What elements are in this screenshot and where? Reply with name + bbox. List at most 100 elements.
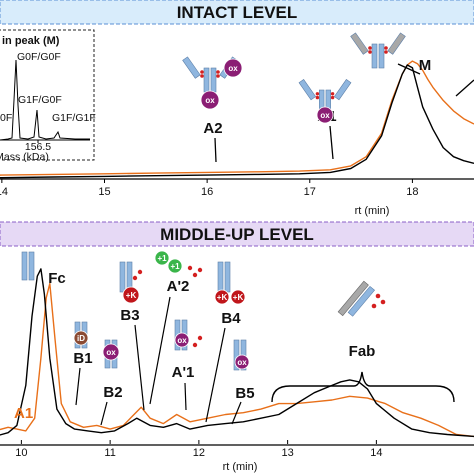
middle-tick-label: 13 (282, 447, 294, 459)
annotation-a-prime-1: A'1 (172, 364, 195, 381)
annotation-b4-arrow (205, 327, 226, 423)
intact-series-orange-line (0, 60, 474, 176)
middle-series-group (0, 268, 474, 438)
glycan-icon (368, 46, 372, 50)
glycan-icon (315, 95, 320, 100)
intact-tick-label: 15 (98, 186, 110, 198)
glycan-icon (192, 272, 198, 278)
fab-bracket (271, 371, 455, 403)
inset-label-0f: 0F (0, 112, 12, 124)
annotation-a-prime-1-arrow (184, 382, 187, 411)
glycan-icon (132, 275, 138, 281)
inset-x-label: Mass (kDa) (0, 151, 49, 163)
glycan-icon (368, 50, 372, 54)
antibody-icon (350, 32, 406, 69)
inset-label-g1f-g0f: G1F/G0F (18, 94, 62, 106)
middle-tick-label: 10 (15, 447, 27, 459)
svg-text:ox: ox (228, 64, 238, 73)
middle-banner-title: MIDDLE-UP LEVEL (160, 225, 314, 244)
svg-text:+1: +1 (170, 262, 180, 271)
modification-badge-icon: ox (316, 106, 334, 124)
glycan-icon (371, 303, 377, 309)
glycan-icon (375, 293, 381, 299)
glycan-icon (216, 70, 220, 74)
modification-badge-icon: +K (214, 289, 230, 305)
svg-text:+K: +K (233, 293, 244, 302)
glycan-icon (330, 95, 335, 100)
annotation-m-arrow-2 (455, 79, 474, 97)
annotation-b2: B2 (103, 384, 122, 401)
annotation-b4: B4 (221, 310, 241, 327)
modification-badge-icon: ox (200, 90, 220, 110)
intact-tick-label: 17 (304, 186, 316, 198)
glycan-icon (330, 92, 335, 96)
svg-text:ox: ox (177, 336, 187, 345)
fragment-icon (21, 251, 35, 281)
annotation-b3: B3 (120, 307, 139, 324)
inset-title: in peak (M) (2, 35, 60, 47)
annotation-b1-arrow (75, 367, 81, 406)
glycan-icon (200, 74, 204, 78)
modification-badge-icon: +1 (167, 258, 183, 274)
glycan-icon (384, 46, 388, 50)
middle-annotations: Fc B1 B2 B3 A'2 A'1 B4 B5 Fab A1 (14, 270, 376, 426)
svg-text:ox: ox (320, 111, 330, 120)
intact-x-ticks: 14 15 16 17 18 (0, 179, 419, 198)
middle-tick-label: 12 (193, 447, 205, 459)
annotation-a1-arrow (329, 125, 334, 160)
inset-spectrum (0, 59, 90, 141)
svg-text:+1: +1 (157, 254, 167, 263)
intact-tick-label: 18 (406, 186, 418, 198)
annotation-b1: B1 (73, 350, 92, 367)
annotation-a2: A2 (203, 120, 222, 137)
annotation-a-prime-2-arrow (149, 296, 171, 405)
intact-banner-title: INTACT LEVEL (177, 3, 298, 22)
glycan-icon (192, 342, 198, 348)
svg-text:+K: +K (126, 291, 137, 300)
inset-box: in peak (M) G0F/G0F G1F/G0F G1F/G1F 0F 1… (0, 29, 96, 163)
annotation-fab: Fab (349, 343, 376, 360)
glycan-icon (380, 299, 386, 305)
antibody-icon-layer: ox ox ox iD ox +K ox +K +K ox +1+1 (21, 32, 406, 371)
svg-text:ox: ox (237, 358, 247, 367)
glycan-icon (137, 269, 143, 275)
intact-tick-label: 14 (0, 186, 8, 198)
annotation-b5-arrow (231, 401, 242, 425)
middle-series-orange-line (0, 282, 474, 438)
annotation-a1-legend: A1 (14, 405, 33, 422)
annotation-b2-arrow (100, 401, 108, 426)
svg-text:iD: iD (77, 334, 85, 343)
modification-badge-icon: +K (230, 289, 246, 305)
modification-badge-icon: ox (174, 332, 190, 348)
middle-x-ticks: 10 11 12 13 14 (15, 440, 383, 459)
modification-badge-icon: ox (234, 354, 250, 370)
glycan-icon (384, 50, 388, 54)
glycan-icon (197, 267, 203, 273)
svg-text:ox: ox (205, 96, 215, 105)
inset-tick-label: 156.5 (25, 141, 51, 153)
intact-series-black-line (0, 64, 474, 179)
fab-icon (337, 280, 375, 317)
intact-x-axis-title: rt (min) (355, 205, 390, 217)
intact-tick-label: 16 (201, 186, 213, 198)
modification-badge-icon: ox (102, 343, 120, 361)
annotation-fc: Fc (48, 270, 66, 287)
fragment-icon (217, 261, 231, 293)
glycan-icon (197, 335, 203, 341)
middle-x-axis-title: rt (min) (223, 461, 258, 473)
middle-tick-label: 14 (370, 447, 382, 459)
intact-annotations: A2 A1 M (203, 57, 474, 163)
middle-plot: 10 11 12 13 14 rt (min) (0, 268, 474, 473)
modification-badge-icon: +K (122, 286, 140, 304)
modification-badge-icon: ox (223, 58, 243, 78)
annotation-m: M (419, 57, 432, 74)
annotation-b3-arrow (134, 324, 145, 411)
antibody-icon (298, 79, 352, 114)
intact-series-group (0, 60, 474, 179)
middle-banner (0, 221, 474, 247)
annotation-a-prime-2: A'2 (167, 278, 190, 295)
inset-label-g0f: G0F/G0F (17, 51, 61, 63)
inset-label-g1f-g1f: G1F/G1F (52, 112, 96, 124)
svg-text:+K: +K (217, 293, 228, 302)
